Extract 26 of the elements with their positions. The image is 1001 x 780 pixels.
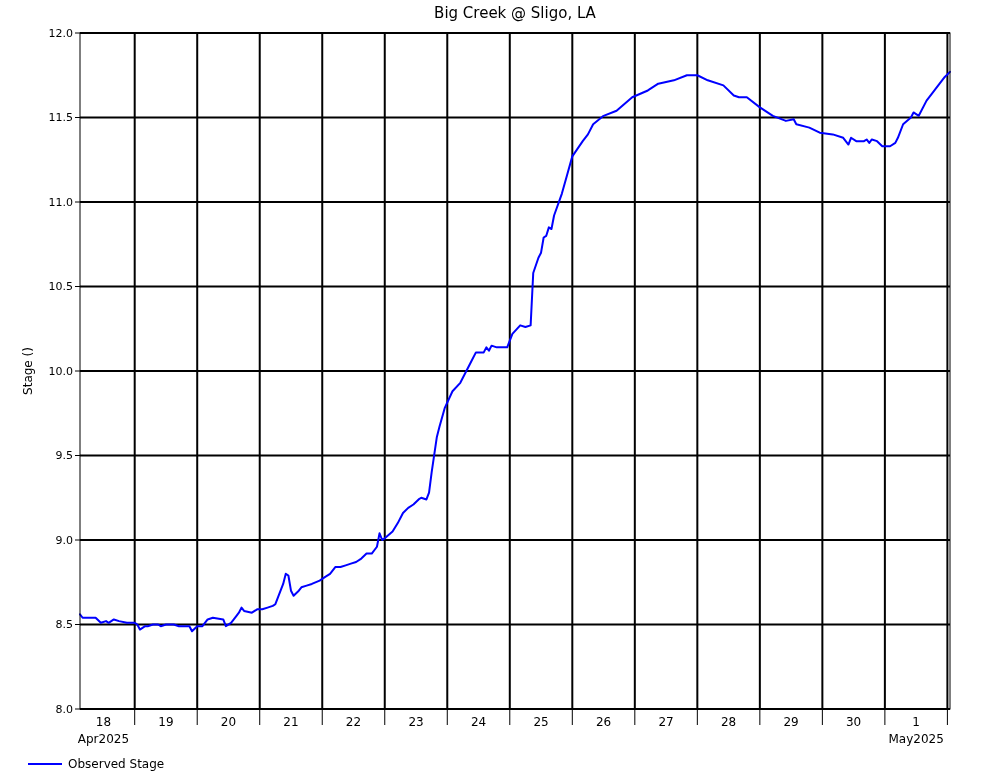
y-tick-label: 8.5: [55, 618, 73, 632]
x-tick-label: 26: [595, 715, 612, 729]
x-tick-label: 18 Apr2025: [77, 715, 130, 746]
x-tick-label: 1 May2025: [888, 715, 944, 746]
y-tick-label: 10.5: [48, 280, 73, 294]
y-tick-label: 11.5: [48, 111, 73, 125]
x-tick-label: 20: [220, 715, 237, 729]
x-tick-label: 21: [283, 715, 299, 729]
x-tick-label: 22: [345, 715, 362, 729]
x-tick-label: 23: [408, 715, 424, 729]
y-tick-label: 10.0: [48, 364, 73, 378]
chart-title: Big Creek @ Sligo, LA: [434, 4, 597, 22]
x-tick-label: 29: [783, 715, 799, 729]
x-tick-label: 19: [158, 715, 174, 729]
x-tick-label: 27: [658, 715, 674, 729]
y-tick-label: 12.0: [48, 26, 73, 40]
x-tick-label: 28: [720, 715, 737, 729]
x-tick-label: 24: [470, 715, 487, 729]
y-tick-label: 9.0: [55, 533, 73, 547]
y-tick-label: 9.5: [55, 449, 73, 463]
y-axis-title: Stage (): [21, 347, 35, 395]
x-tick-label: 25: [533, 715, 549, 729]
legend-label: Observed Stage: [68, 757, 165, 772]
y-tick-label: 8.0: [55, 702, 73, 716]
y-tick-label: 11.0: [48, 195, 73, 209]
x-tick-label: 30: [845, 715, 862, 729]
